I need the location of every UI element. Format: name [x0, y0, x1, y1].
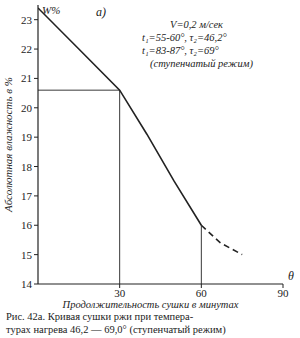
- y-tick-label: 23: [21, 14, 33, 26]
- y-tick-label: 21: [21, 72, 32, 84]
- y-tick: [34, 225, 38, 226]
- guide-vertical: [201, 225, 202, 284]
- series-group: [38, 8, 242, 255]
- y-tick-label: 16: [21, 219, 33, 231]
- y-tick: [34, 195, 38, 196]
- x-label: Продолжительность сушки в минутах: [62, 299, 239, 310]
- y-tick: [34, 78, 38, 79]
- annotation: t₁=83-87°, τ₂=69°: [142, 45, 220, 56]
- y-tick: [34, 107, 38, 108]
- y-tick-label: 17: [21, 190, 33, 202]
- y-label: Абсолютная влажность в %: [2, 77, 14, 213]
- annotation: (ступенчатый режим): [150, 58, 253, 70]
- annotation: V=0,2 м/сек: [170, 19, 223, 30]
- annotation: t₁=55-60°, τ₂=46,2°: [142, 32, 227, 43]
- y-tick: [34, 137, 38, 138]
- y-tick: [34, 166, 38, 167]
- x-tick-label: 60: [196, 287, 208, 299]
- panel-label: а): [96, 5, 106, 19]
- y-axis: [37, 5, 38, 284]
- caption: Рис. 42а. Кривая сушки ржи при темпера-: [6, 311, 194, 322]
- x-label-end: θ: [288, 269, 294, 283]
- y-tick-label: 18: [21, 161, 33, 173]
- guide-vertical: [119, 90, 120, 284]
- y-tick-label: 20: [21, 102, 33, 114]
- y-tick-label: 15: [21, 249, 33, 261]
- guide-horizontal: [38, 90, 120, 91]
- y-tick: [34, 254, 38, 255]
- x-tick-label: 30: [114, 287, 126, 299]
- y-tick: [34, 19, 38, 20]
- x-tick-label: 90: [278, 287, 290, 299]
- chart: 14 15 16 17 18 19 20 21 22 23 30 60 90 а) W% Абсолютная…: [0, 0, 300, 338]
- y-tick: [34, 49, 38, 50]
- x-axis: [38, 283, 283, 284]
- y-tick-label: 22: [21, 43, 32, 55]
- y-tick-label: 19: [21, 131, 33, 143]
- caption: турах нагрева 46,2 — 69,0° (ступенчатый …: [6, 324, 226, 336]
- y-label-top: W%: [42, 4, 60, 16]
- y-tick-label: 14: [21, 278, 33, 290]
- y-tick: [34, 284, 38, 285]
- curve-dashed: [201, 225, 242, 254]
